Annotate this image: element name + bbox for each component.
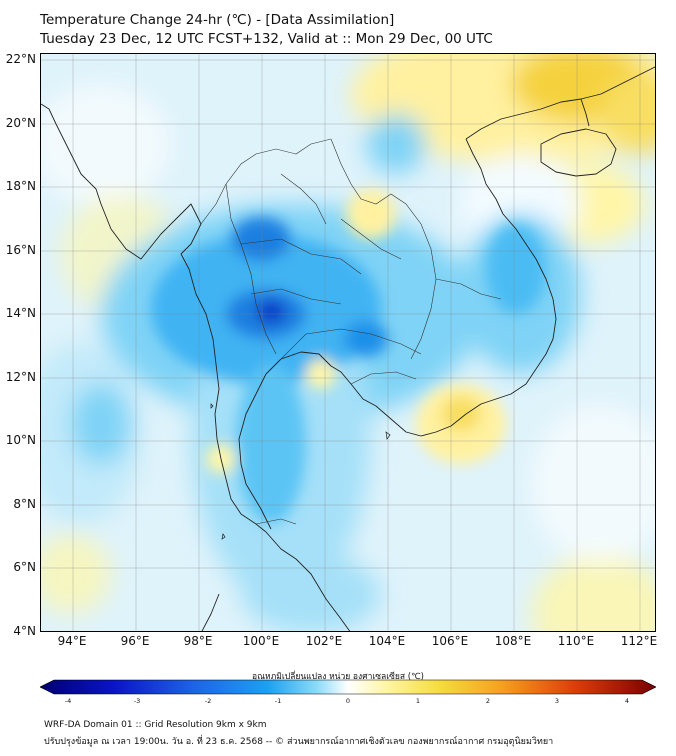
lat-label-14n: 14°N bbox=[5, 306, 36, 320]
lon-label-104e: 104°E bbox=[368, 634, 406, 648]
lon-label-108e: 108°E bbox=[494, 634, 532, 648]
borders bbox=[200, 138, 502, 525]
lat-label-6n: 6°N bbox=[13, 560, 36, 574]
colorbar-tick: 0 bbox=[345, 697, 351, 705]
lat-label-12n: 12°N bbox=[5, 370, 36, 384]
lon-label-94e: 94°E bbox=[57, 634, 87, 648]
lat-label-8n: 8°N bbox=[13, 497, 36, 511]
colorbar-tick: 1 bbox=[415, 697, 421, 705]
coastlines bbox=[41, 66, 655, 631]
colorbar-tick: 4 bbox=[624, 697, 630, 705]
map-subtitle: Tuesday 23 Dec, 12 UTC FCST+132, Valid a… bbox=[40, 31, 493, 47]
graticule bbox=[41, 54, 655, 631]
lon-label-112e: 112°E bbox=[620, 634, 658, 648]
model-info: WRF-DA Domain 01 :: Grid Resolution 9km … bbox=[44, 720, 267, 730]
islands bbox=[210, 403, 391, 540]
colorbar-tick: 2 bbox=[485, 697, 491, 705]
lon-label-102e: 102°E bbox=[305, 634, 343, 648]
lon-label-98e: 98°E bbox=[183, 634, 213, 648]
update-credit: ปรับปรุงข้อมูล ณ เวลา 19:00น. วัน อ. ที่… bbox=[44, 737, 554, 747]
lat-label-20n: 20°N bbox=[5, 116, 36, 130]
map-title: Temperature Change 24-hr (℃) - [Data Ass… bbox=[40, 12, 395, 28]
lon-label-100e: 100°E bbox=[242, 634, 280, 648]
lon-label-96e: 96°E bbox=[120, 634, 150, 648]
colorbar-tick: -2 bbox=[204, 697, 212, 705]
colorbar-tick: -4 bbox=[64, 697, 72, 705]
lat-label-4n: 4°N bbox=[13, 624, 36, 638]
colorbar-tick: -3 bbox=[133, 697, 141, 705]
colorbar-tick: 3 bbox=[554, 697, 560, 705]
lat-label-16n: 16°N bbox=[5, 243, 36, 257]
lon-label-110e: 110°E bbox=[557, 634, 595, 648]
lat-label-18n: 18°N bbox=[5, 179, 36, 193]
lon-label-106e: 106°E bbox=[431, 634, 469, 648]
colorbar bbox=[40, 679, 656, 695]
temperature-change-map bbox=[40, 53, 656, 632]
colorbar-title: อุณหภูมิเปลี่ยนแปลง หน่วย องศาเซลเซียส (… bbox=[252, 672, 424, 682]
lat-label-10n: 10°N bbox=[5, 433, 36, 447]
lat-label-22n: 22°N bbox=[5, 52, 36, 66]
colorbar-tick: -1 bbox=[274, 697, 282, 705]
